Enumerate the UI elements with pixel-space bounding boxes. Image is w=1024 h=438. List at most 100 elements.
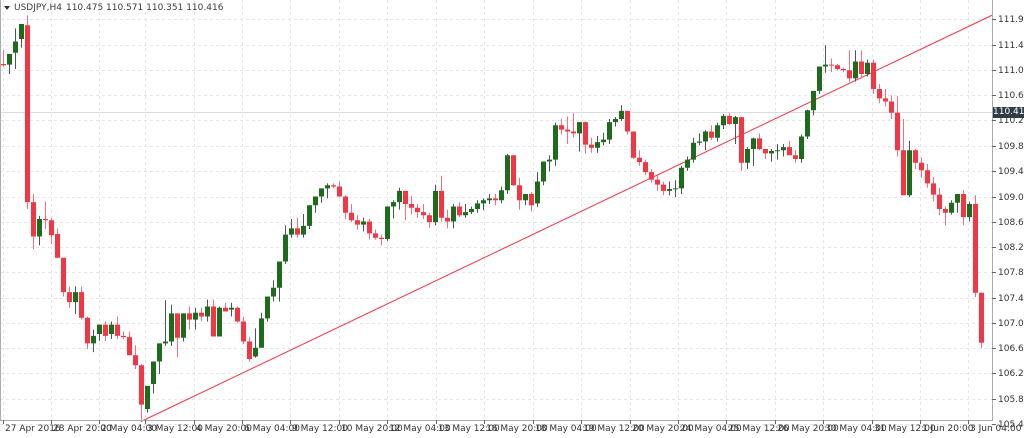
candle	[193, 307, 198, 330]
candle	[961, 190, 966, 226]
candle	[637, 150, 642, 166]
y-tick-label: 108.660	[998, 217, 1024, 228]
candle	[829, 58, 834, 73]
candle	[121, 331, 126, 339]
candle	[811, 90, 816, 116]
candle	[19, 24, 24, 48]
trendline[interactable]	[140, 14, 993, 422]
y-tick-label: 111.900	[998, 14, 1024, 25]
candle	[31, 194, 36, 249]
candle	[1, 50, 6, 67]
candle	[775, 144, 780, 160]
dropdown-triangle-icon[interactable]	[4, 6, 10, 10]
x-tick-label: 31 May 12:00	[874, 424, 936, 434]
candle	[445, 209, 450, 229]
candle	[343, 195, 348, 219]
chart-grid	[0, 0, 992, 425]
candle	[655, 175, 660, 191]
candle	[151, 361, 156, 394]
candle	[673, 180, 678, 198]
candle	[511, 155, 516, 186]
x-tick-label: 19 May 12:00	[583, 424, 645, 434]
candle	[439, 175, 444, 222]
candle	[553, 122, 558, 166]
candle	[601, 132, 606, 146]
candle	[451, 204, 456, 229]
candle	[385, 206, 390, 241]
candle	[547, 155, 552, 172]
candle	[613, 117, 618, 127]
y-tick-label: 106.630	[998, 343, 1024, 354]
candle	[733, 115, 738, 144]
candle	[55, 228, 60, 258]
candle	[229, 302, 234, 317]
candle	[493, 194, 498, 206]
x-axis-ticks	[3, 420, 969, 424]
candle	[937, 187, 942, 216]
candle	[661, 181, 666, 196]
candle	[277, 261, 282, 302]
y-tick-label: 106.230	[998, 368, 1024, 379]
y-tick-label: 107.850	[998, 267, 1024, 278]
y-tick-label: 107.040	[998, 318, 1024, 329]
candle	[271, 280, 276, 302]
candle	[427, 212, 432, 228]
candle	[199, 307, 204, 322]
candle	[865, 59, 870, 77]
candle	[769, 149, 774, 162]
candle	[469, 206, 474, 214]
candle	[67, 286, 72, 308]
candle	[487, 194, 492, 204]
candle	[91, 329, 96, 353]
candle	[253, 328, 258, 358]
candle	[781, 144, 786, 157]
candle	[223, 302, 228, 312]
candle	[649, 169, 654, 183]
candle	[793, 150, 798, 163]
y-tick-label: 109.470	[998, 166, 1024, 177]
candle	[589, 137, 594, 153]
candle	[799, 134, 804, 163]
y-tick-label: 107.440	[998, 293, 1024, 304]
candle	[421, 204, 426, 219]
candle	[805, 109, 810, 139]
x-tick-label: 27 Apr 2016	[5, 424, 61, 434]
candle	[247, 337, 252, 362]
candle	[853, 50, 858, 82]
candle	[265, 296, 270, 322]
candle	[73, 286, 78, 314]
candle	[25, 15, 30, 209]
candle	[625, 110, 630, 135]
candle	[847, 50, 852, 82]
candle	[517, 177, 522, 210]
candle	[85, 316, 90, 349]
candle	[835, 64, 840, 71]
candle	[49, 217, 54, 244]
candle	[169, 304, 174, 346]
candle	[967, 201, 972, 222]
candle	[571, 113, 576, 138]
candle	[397, 187, 402, 210]
candle	[949, 200, 954, 215]
candle	[163, 300, 168, 346]
candle	[133, 345, 138, 369]
candle	[127, 331, 132, 356]
candle	[7, 54, 12, 74]
candle	[259, 312, 264, 348]
candle	[409, 195, 414, 215]
candle	[643, 159, 648, 176]
candle	[205, 299, 210, 322]
candle	[331, 183, 336, 189]
candle	[337, 181, 342, 198]
candle	[139, 364, 144, 422]
candle	[61, 257, 66, 297]
y-tick-label: 111.490	[998, 40, 1024, 51]
candle	[859, 50, 864, 79]
candle	[115, 316, 120, 339]
candle	[415, 204, 420, 218]
candle	[103, 321, 108, 341]
candle	[631, 131, 636, 159]
candle	[565, 116, 570, 144]
y-tick-label: 109.060	[998, 192, 1024, 203]
